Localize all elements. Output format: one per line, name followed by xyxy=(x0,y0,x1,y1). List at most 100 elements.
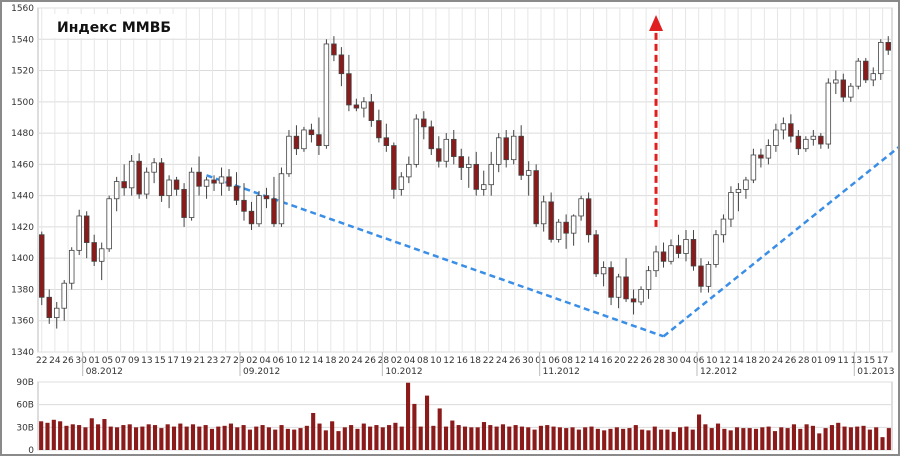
candle-body xyxy=(391,145,397,190)
volume-bar xyxy=(532,429,537,450)
volume-bar xyxy=(437,408,442,450)
volume-bar xyxy=(481,422,487,450)
volume-bar xyxy=(842,426,847,450)
y-tick-label: 1360 xyxy=(11,317,34,327)
volume-bar xyxy=(146,424,151,450)
x-tick-label: 18 xyxy=(325,356,337,366)
x-tick-label: 30 xyxy=(75,356,87,366)
axis-layer: 1340136013801400142014401460148015001520… xyxy=(11,4,894,377)
x-tick-label: 01 xyxy=(811,356,822,366)
y-tick-label: 1420 xyxy=(11,223,34,233)
x-tick-label: 02 xyxy=(246,356,257,366)
volume-bar xyxy=(570,427,575,450)
x-tick-label: 26 xyxy=(785,356,797,366)
volume-bar xyxy=(171,426,177,450)
candle-body xyxy=(128,160,135,189)
candle-body xyxy=(466,163,472,168)
volume-bar xyxy=(418,426,423,450)
candle-body xyxy=(683,239,689,254)
candle-body xyxy=(136,160,142,195)
candle-body xyxy=(885,42,891,51)
volume-bar xyxy=(595,428,600,450)
candle-body xyxy=(428,126,435,150)
volume-bar xyxy=(621,428,626,450)
candle-body xyxy=(106,198,112,250)
candle-body xyxy=(855,60,862,87)
y-tick-label: 1520 xyxy=(11,67,34,77)
volume-bar xyxy=(722,428,727,450)
candle-body xyxy=(548,201,554,240)
volume-bar xyxy=(127,424,132,450)
volume-bar xyxy=(349,425,354,450)
candle-body xyxy=(91,242,97,262)
volume-bar xyxy=(89,418,94,450)
volume-bar xyxy=(576,429,581,450)
x-tick-label: 20 xyxy=(338,356,350,366)
candle-body xyxy=(83,215,90,243)
volume-bar xyxy=(58,421,63,450)
volume-bar xyxy=(766,426,771,450)
volume-bar xyxy=(336,431,341,450)
candle-body xyxy=(158,162,165,197)
volume-bar xyxy=(412,403,417,450)
candle-body xyxy=(263,195,270,200)
volume-bar xyxy=(545,425,550,450)
candle-body xyxy=(203,179,210,187)
x-tick-label: 04 xyxy=(259,356,271,366)
candle-body xyxy=(113,181,120,200)
candle-body xyxy=(151,162,157,173)
volume-bar xyxy=(424,395,430,450)
candle-body xyxy=(608,267,614,298)
x-tick-label: 01 xyxy=(89,356,100,366)
candle-body xyxy=(376,120,382,139)
volume-bar xyxy=(823,428,828,450)
volume-bar xyxy=(684,426,689,450)
volume-bar xyxy=(640,429,645,450)
candle-body xyxy=(833,79,839,84)
x-tick-label: 24 xyxy=(496,356,508,366)
x-tick-label: 05 xyxy=(102,356,113,366)
candle-body xyxy=(840,79,847,98)
volume-bar xyxy=(886,428,891,450)
x-tick-label: 26 xyxy=(509,356,521,366)
volume-bar xyxy=(779,427,784,450)
volume-bar xyxy=(538,425,543,450)
volume-bar xyxy=(867,429,872,450)
y-tick-label: 1540 xyxy=(11,35,34,45)
volume-bar xyxy=(342,427,347,450)
candle-body xyxy=(863,60,869,81)
volume-bar xyxy=(273,429,278,450)
x-tick-label: 10 xyxy=(286,356,298,366)
x-tick-label: 12 xyxy=(443,356,454,366)
x-tick-label: 24 xyxy=(772,356,784,366)
y-tick-label: 1500 xyxy=(11,98,34,108)
volume-bar xyxy=(507,426,512,450)
candle-body xyxy=(218,176,225,184)
candle-body xyxy=(795,135,802,150)
volume-bar xyxy=(133,427,139,450)
volume-bar xyxy=(690,429,695,450)
candle-body xyxy=(765,145,772,159)
volume-bar xyxy=(804,424,809,450)
candle-body xyxy=(233,185,240,201)
volume-bar xyxy=(829,425,834,450)
volume-bar xyxy=(39,421,44,450)
candle-body xyxy=(810,135,817,140)
x-tick-label: 08 xyxy=(562,356,574,366)
volume-bar xyxy=(374,425,379,450)
candle-body xyxy=(488,163,494,186)
volume-bar xyxy=(247,429,252,450)
candle-body xyxy=(278,173,285,225)
volume-bar xyxy=(108,426,113,450)
candle-body xyxy=(660,251,667,262)
candle-body xyxy=(510,135,517,161)
candle-body xyxy=(316,134,322,146)
volume-bar xyxy=(798,428,803,450)
x-tick-label: 14 xyxy=(588,356,600,366)
month-label: 08.2012 xyxy=(86,367,123,377)
x-tick-label: 08 xyxy=(417,356,429,366)
volume-bar xyxy=(785,428,790,450)
x-tick-label: 29 xyxy=(233,356,245,366)
candle-body xyxy=(780,123,787,131)
candle-body xyxy=(585,198,592,236)
